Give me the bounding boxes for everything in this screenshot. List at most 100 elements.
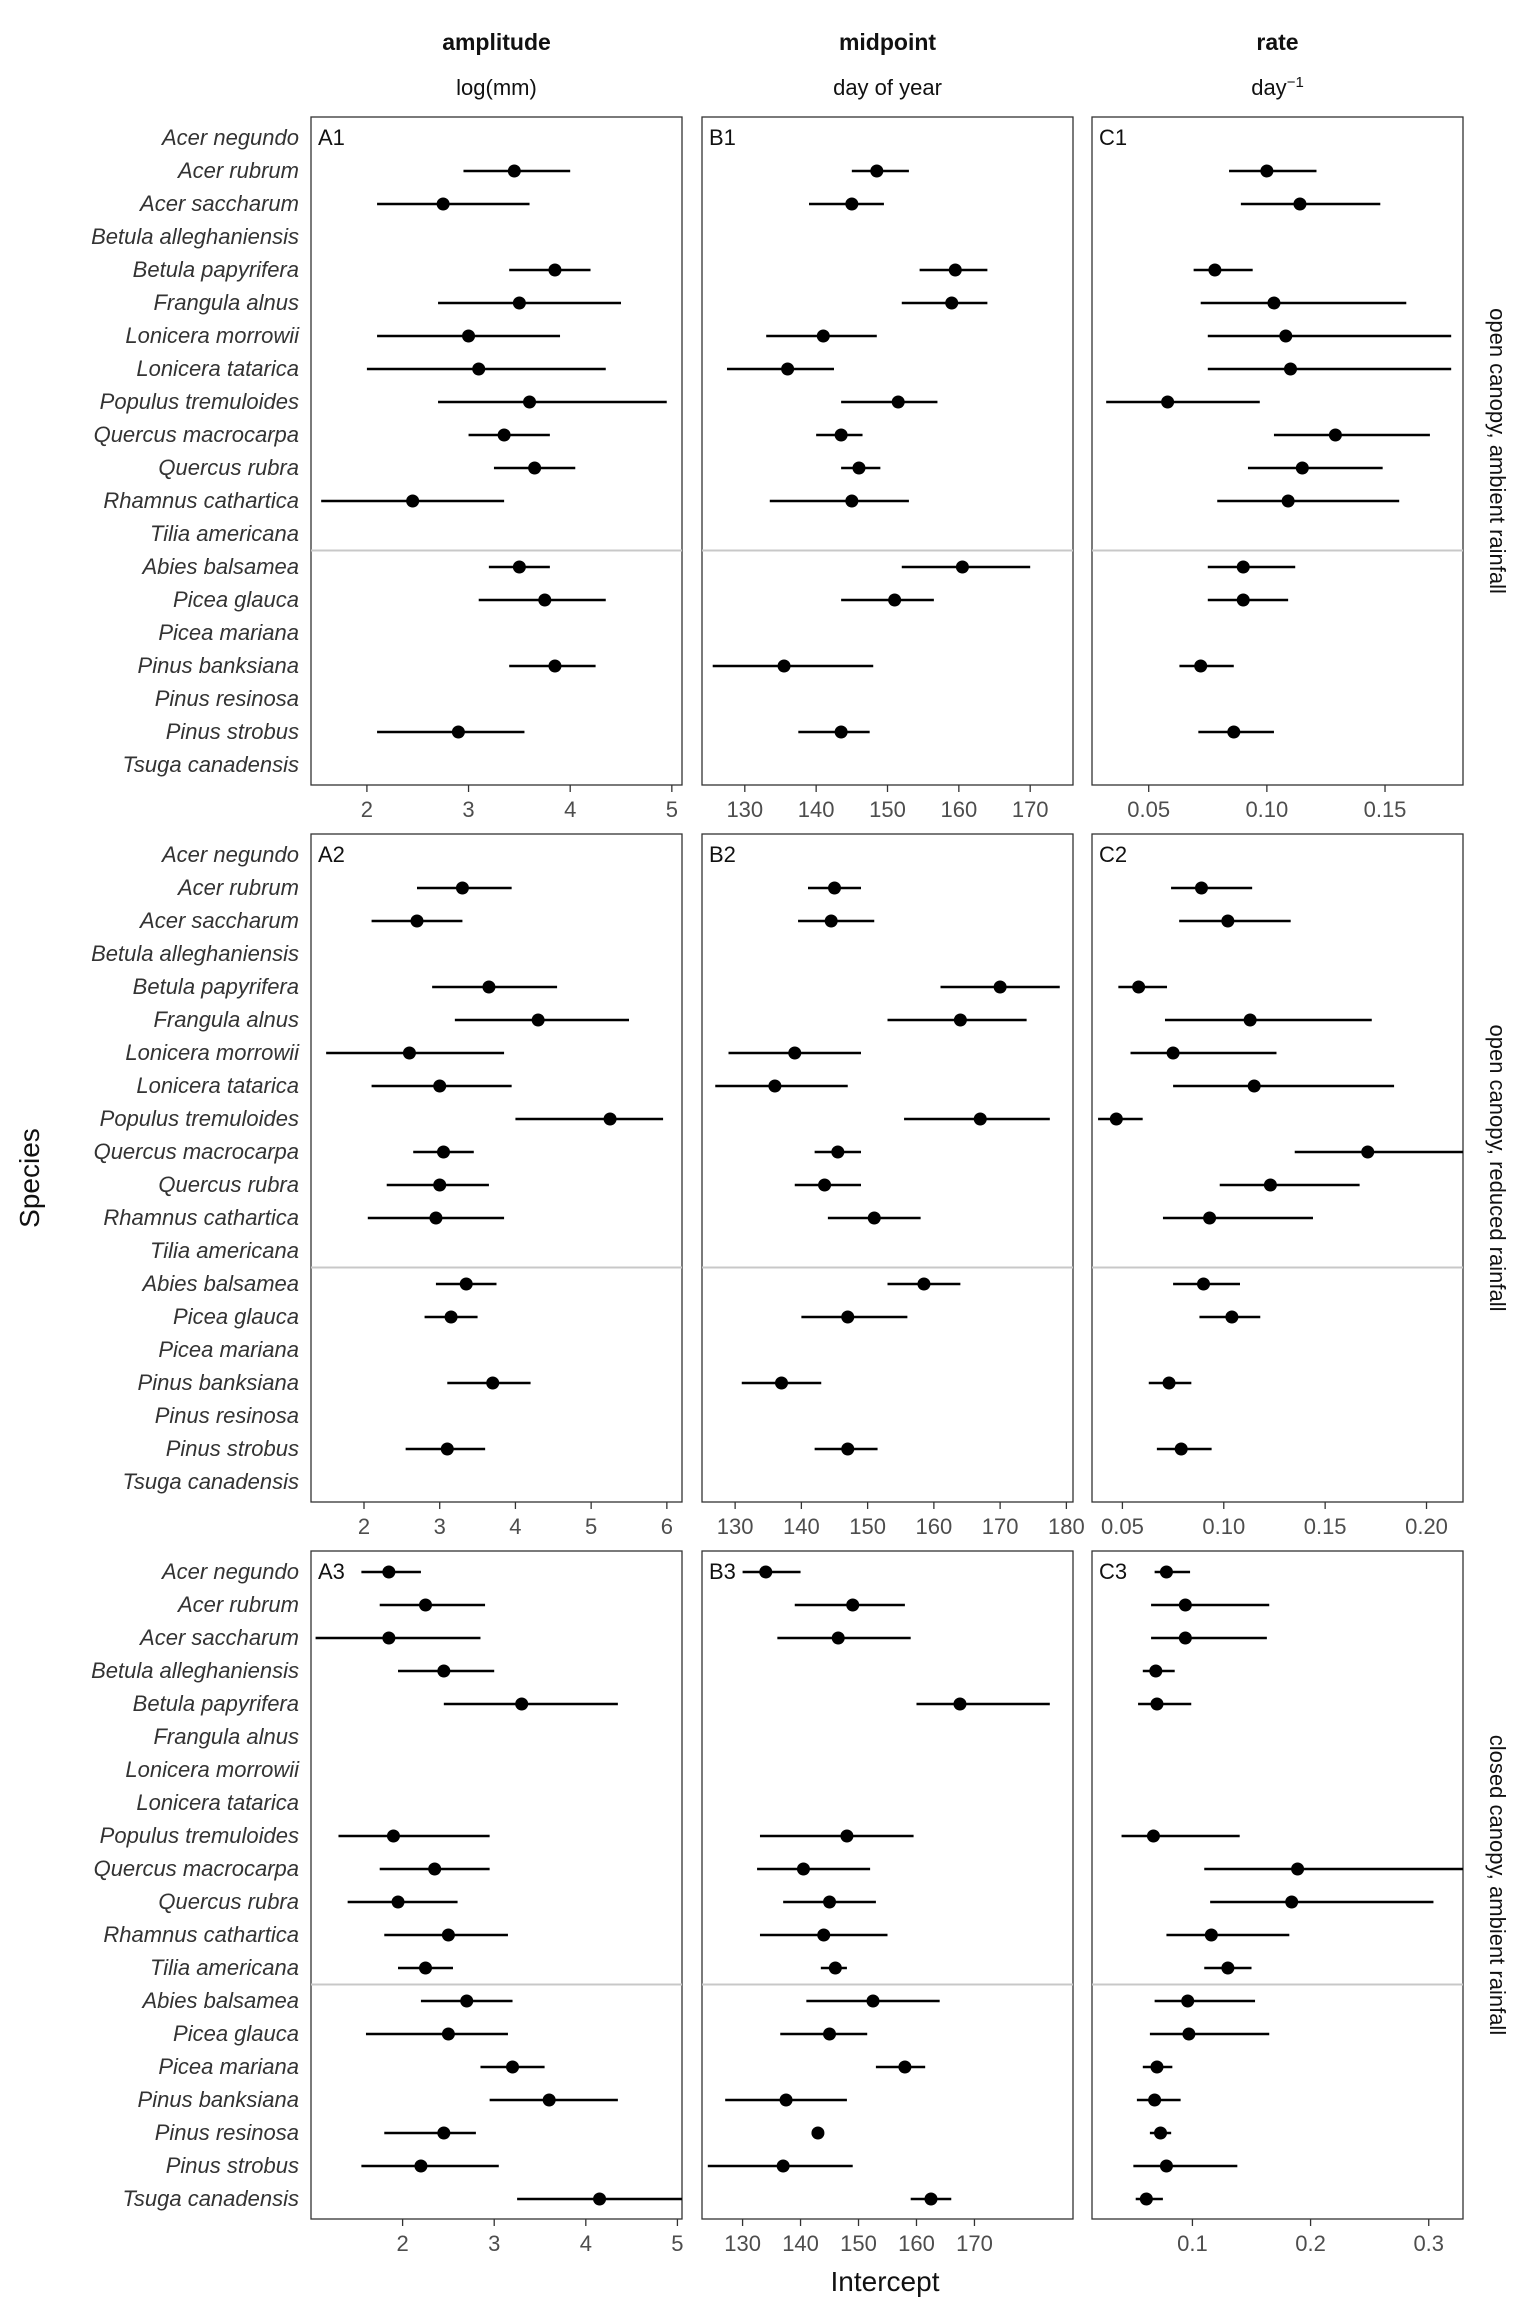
estimate-point <box>1263 1178 1277 1192</box>
estimate-point <box>528 461 542 475</box>
species-label: Acer rubrum <box>176 875 299 900</box>
x-tick-label: 140 <box>783 1514 820 1539</box>
estimate-point <box>817 1928 831 1942</box>
estimate-point <box>1161 395 1175 409</box>
estimate-point <box>444 1310 458 1324</box>
species-label: Picea mariana <box>158 620 299 645</box>
estimate-point <box>828 881 841 895</box>
species-label: Pinus banksiana <box>138 2087 299 2112</box>
x-tick-label: 130 <box>724 2231 761 2256</box>
estimate-point <box>759 1565 773 1579</box>
species-label: Tilia americana <box>150 521 299 546</box>
estimate-point <box>462 329 476 343</box>
estimate-point <box>846 1598 860 1612</box>
estimate-point <box>429 1211 443 1225</box>
estimate-point <box>507 164 521 178</box>
species-label: Quercus rubra <box>158 1172 299 1197</box>
estimate-point <box>840 1829 854 1843</box>
species-label: Acer negundo <box>160 1559 299 1584</box>
estimate-point <box>973 1112 987 1126</box>
estimate-point <box>1225 1310 1239 1324</box>
species-label: Quercus rubra <box>158 1889 299 1914</box>
estimate-point <box>955 560 969 574</box>
estimate-point <box>1293 197 1307 211</box>
estimate-point <box>1221 914 1235 928</box>
species-label: Rhamnus cathartica <box>103 488 299 513</box>
estimate-point <box>382 1631 396 1645</box>
panel-label: C1 <box>1099 125 1127 150</box>
estimate-point <box>512 296 526 310</box>
x-tick-label: 0.2 <box>1295 2231 1326 2256</box>
estimate-point <box>1204 1928 1218 1942</box>
panel-frame <box>701 833 1074 1503</box>
species-label: Lonicera morrowii <box>125 323 300 348</box>
x-tick-label: 140 <box>782 2231 819 2256</box>
panel-label: C3 <box>1099 1559 1127 1584</box>
species-label: Lonicera morrowii <box>125 1757 300 1782</box>
panel-frame <box>1091 116 1464 786</box>
estimate-point <box>419 1961 433 1975</box>
species-label: Picea glauca <box>173 587 299 612</box>
x-tick-label: 150 <box>849 1514 886 1539</box>
species-label: Tsuga canadensis <box>122 1469 299 1494</box>
estimate-point <box>1247 1079 1261 1093</box>
estimate-point <box>834 725 848 739</box>
estimate-point <box>823 1895 837 1909</box>
species-label: Pinus strobus <box>166 719 299 744</box>
estimate-point <box>953 1697 967 1711</box>
x-tick-label: 0.10 <box>1245 797 1288 822</box>
panel-label: B3 <box>709 1559 736 1584</box>
x-tick-label: 0.10 <box>1202 1514 1245 1539</box>
column-unit-superscript: −1 <box>1287 74 1304 91</box>
estimate-point <box>1174 1442 1188 1456</box>
estimate-point <box>451 725 465 739</box>
estimate-point <box>433 1079 447 1093</box>
estimate-point <box>870 164 884 178</box>
panel-frame <box>1091 833 1464 1503</box>
species-label: Pinus banksiana <box>138 1370 299 1395</box>
estimate-point <box>1154 2126 1168 2140</box>
estimate-point <box>924 2192 938 2206</box>
x-tick-label: 160 <box>916 1514 953 1539</box>
estimate-point <box>1182 2027 1196 2041</box>
x-tick-label: 6 <box>661 1514 673 1539</box>
species-label: Populus tremuloides <box>100 389 299 414</box>
estimate-point <box>459 1277 473 1291</box>
x-tick-label: 0.15 <box>1364 797 1407 822</box>
estimate-point <box>1267 296 1281 310</box>
estimate-point <box>437 1664 451 1678</box>
x-tick-label: 5 <box>666 797 678 822</box>
species-label: Picea glauca <box>173 1304 299 1329</box>
column-title-rate: rate <box>1256 29 1298 55</box>
estimate-point <box>841 1310 855 1324</box>
species-label: Acer rubrum <box>176 1592 299 1617</box>
estimate-point <box>455 881 469 895</box>
x-tick-label: 160 <box>940 797 977 822</box>
estimate-point <box>831 1631 845 1645</box>
panel-label: A2 <box>318 842 345 867</box>
estimate-point <box>1139 2192 1153 2206</box>
facet-strip-label: open canopy, ambient rainfall <box>1485 308 1510 594</box>
x-tick-label: 3 <box>488 2231 500 2256</box>
panel-frame <box>310 1550 683 2220</box>
estimate-point <box>948 263 962 277</box>
species-label: Pinus resinosa <box>155 1403 299 1428</box>
panel-frame <box>701 1550 1074 2220</box>
x-tick-label: 160 <box>898 2231 935 2256</box>
estimate-point <box>898 2060 912 2074</box>
x-tick-label: 130 <box>726 797 763 822</box>
estimate-point <box>523 395 537 409</box>
estimate-point <box>1236 593 1250 607</box>
species-label: Betula alleghaniensis <box>91 224 299 249</box>
column-title-amplitude: amplitude <box>442 29 551 55</box>
estimate-point <box>419 1598 433 1612</box>
species-label: Betula alleghaniensis <box>91 1658 299 1683</box>
estimate-point <box>542 2093 556 2107</box>
estimate-point <box>515 1697 529 1711</box>
column-unit-amplitude: log(mm) <box>456 75 537 100</box>
species-label: Frangula alnus <box>153 290 299 315</box>
estimate-point <box>1132 980 1146 994</box>
estimate-point <box>1243 1013 1257 1027</box>
estimate-point <box>788 1046 802 1060</box>
x-tick-label: 3 <box>462 797 474 822</box>
